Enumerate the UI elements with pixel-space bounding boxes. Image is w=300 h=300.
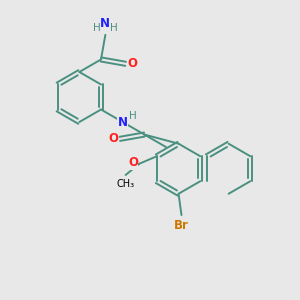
- Text: N: N: [100, 17, 110, 30]
- Text: H: H: [110, 23, 118, 33]
- Text: CH₃: CH₃: [116, 178, 135, 188]
- Text: Br: Br: [174, 219, 189, 232]
- Text: O: O: [108, 132, 118, 146]
- Text: O: O: [128, 57, 137, 70]
- Text: H: H: [129, 111, 137, 121]
- Text: O: O: [128, 156, 138, 169]
- Text: N: N: [118, 116, 128, 128]
- Text: H: H: [93, 23, 101, 33]
